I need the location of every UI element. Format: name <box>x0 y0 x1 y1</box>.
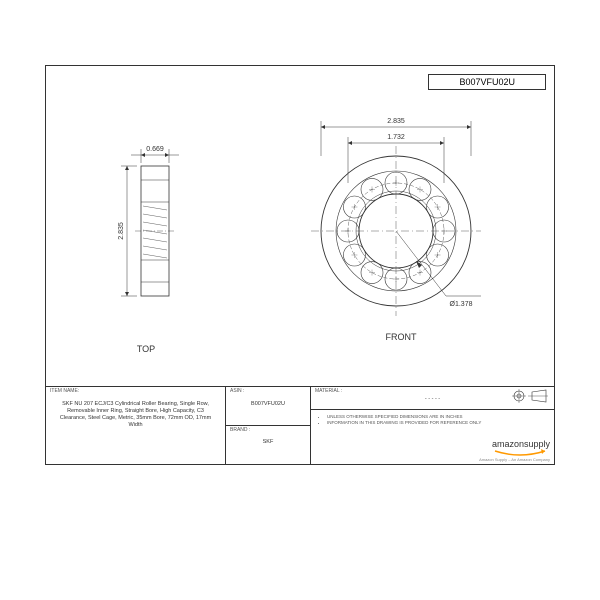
asin-header-box: B007VFU02U <box>428 74 546 90</box>
top-width-dim: 0.669 <box>131 146 179 163</box>
brand-value: SKF <box>230 433 306 446</box>
tb-col-item: ITEM NAME: SKF NU 207 ECJ/C3 Cylindrical… <box>46 387 226 464</box>
top-view: 0.669 <box>101 141 191 354</box>
logo-smile-icon <box>490 449 550 457</box>
notes-list: UNLESS OTHERWISE SPECIFIED DIMENSIONS AR… <box>315 412 550 429</box>
logo-sub: Amazon Supply – An Amazon Company <box>479 457 550 462</box>
top-height-value: 2.835 <box>118 222 125 240</box>
top-profile <box>135 166 175 296</box>
asin-value: B007VFU02U <box>230 395 306 408</box>
drawing-area: 0.669 <box>46 101 554 381</box>
front-outer-dim-value: 2.835 <box>387 118 405 125</box>
top-width-value: 0.669 <box>146 146 164 153</box>
title-block: ITEM NAME: SKF NU 207 ECJ/C3 Cylindrical… <box>46 386 554 464</box>
tb-col-material-notes: MATERIAL : - - - - - UNLESS OTHERWISE SP… <box>311 387 554 464</box>
tb-col-asin-brand: ASIN : B007VFU02U BRAND : SKF <box>226 387 311 464</box>
drawing-sheet: B007VFU02U 0.669 <box>45 65 555 465</box>
note-2: INFORMATION IN THIS DRAWING IS PROVIDED … <box>327 420 546 426</box>
front-bore-dim-value: Ø1.378 <box>450 301 473 308</box>
logo-area: amazonsupply Amazon Supply – An Amazon C… <box>479 439 550 462</box>
asin-header-text: B007VFU02U <box>459 77 515 87</box>
top-view-label: TOP <box>101 344 191 354</box>
front-view-svg: 2.835 1.732 Ø1.378 <box>286 111 516 331</box>
item-name-value: SKF NU 207 ECJ/C3 Cylindrical Roller Bea… <box>50 395 221 430</box>
front-view-label: FRONT <box>286 332 516 342</box>
hatch <box>143 206 167 258</box>
front-bore-dim: Ø1.378 <box>396 231 481 308</box>
projection-symbol-icon <box>512 389 548 403</box>
front-view: 2.835 1.732 Ø1.378 <box>286 111 516 342</box>
front-pitch-dim-value: 1.732 <box>387 134 405 141</box>
top-height-dim: 2.835 <box>118 166 137 296</box>
top-view-svg: 0.669 <box>101 141 191 331</box>
logo-text: amazonsupply <box>479 439 550 449</box>
front-pitch-dim: 1.732 <box>348 134 444 183</box>
